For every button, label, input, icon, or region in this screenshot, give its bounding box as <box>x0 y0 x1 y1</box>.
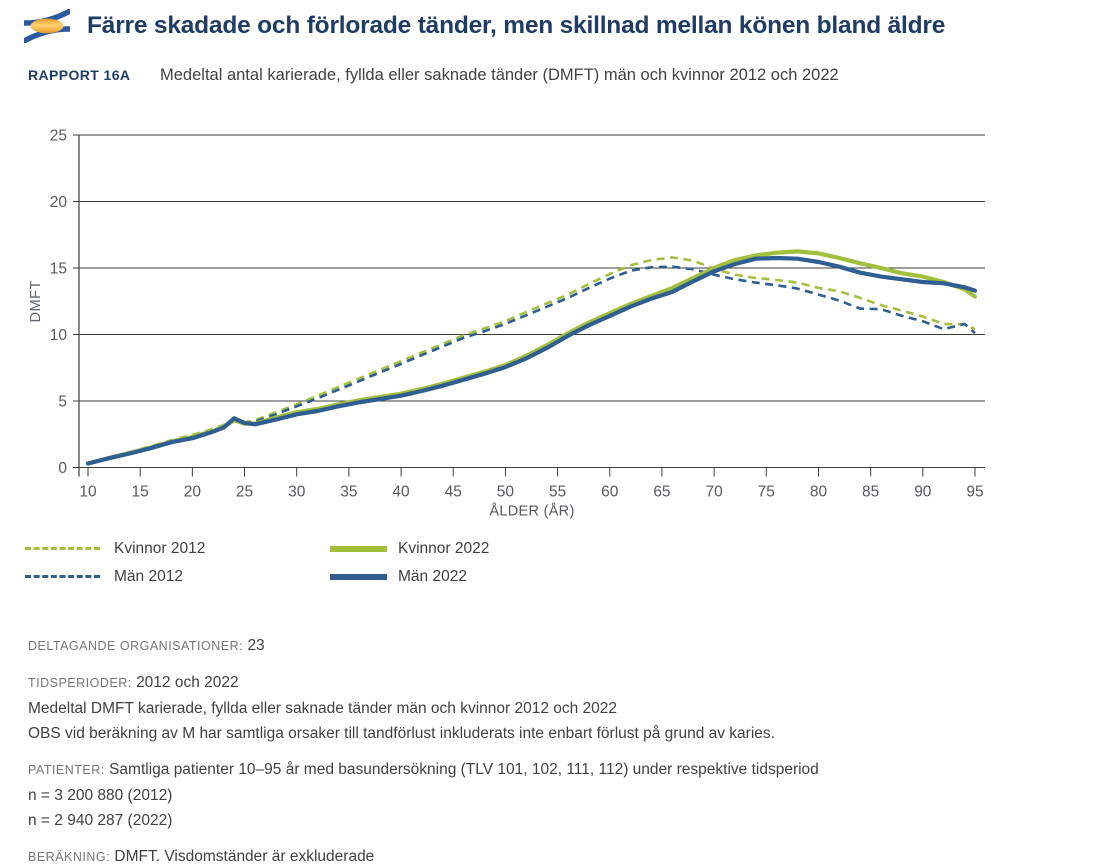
x-tick-label: 95 <box>966 484 983 501</box>
y-tick-label: 10 <box>50 327 68 344</box>
x-tick-label: 55 <box>549 484 566 501</box>
note-value: 2012 och 2022 <box>136 674 239 691</box>
legend-label: Kvinnor 2022 <box>398 539 490 557</box>
legend-label: Män 2022 <box>398 567 467 585</box>
series-line-man-2022 <box>85 255 978 466</box>
note-text: Medeltal DMFT karierade, fyllda eller sa… <box>28 700 618 717</box>
series-line-man-2012 <box>87 265 976 465</box>
x-tick-label: 75 <box>758 484 775 501</box>
note-organisations: DELTAGANDE ORGANISATIONER: 23 <box>28 633 1098 659</box>
y-tick-label: 20 <box>50 194 68 211</box>
x-tick-label: 40 <box>392 484 410 501</box>
x-tick-label: 90 <box>914 484 932 501</box>
y-tick-label: 15 <box>50 261 67 278</box>
x-tick-label: 50 <box>497 484 515 501</box>
note-patients: PATIENTER: Samtliga patienter 10–95 år m… <box>28 757 1098 833</box>
note-label: TIDSPERIODER: <box>28 676 132 690</box>
chart-area: 0 5 10 15 20 25 10 15 20 25 30 35 40 45 50 55 60 65 70 75 80… <box>0 116 1040 520</box>
x-tick-label: 15 <box>132 484 149 501</box>
y-tick-label: 0 <box>58 460 67 477</box>
x-axis-title: ÅLDER (ÅR) <box>489 503 574 520</box>
kvinnor-2022-solid-line-swatch <box>330 545 387 552</box>
legend-item-kvinnor-2012: Kvinnor 2012 <box>25 539 330 558</box>
footnotes: DELTAGANDE ORGANISATIONER: 23 TIDSPERIOD… <box>28 633 1098 867</box>
series-line-kvinnor-2012 <box>87 256 976 465</box>
x-tick-label: 35 <box>340 484 357 501</box>
note-value: DMFT. Visdomständer är exkluderade <box>114 848 375 865</box>
y-tick-label: 5 <box>58 394 67 411</box>
legend-label: Kvinnor 2012 <box>114 539 206 557</box>
note-text: OBS vid beräkning av M har samtliga orsa… <box>28 725 775 742</box>
note-label: PATIENTER: <box>28 763 105 777</box>
x-tick-label: 60 <box>601 484 619 501</box>
x-tick-label: 70 <box>705 484 723 501</box>
note-calculation: BERÄKNING: DMFT. Visdomständer är exklud… <box>28 844 1098 867</box>
legend-label: Män 2012 <box>114 567 183 585</box>
x-tick-label: 30 <box>288 484 306 501</box>
legend-item-man-2012: Män 2012 <box>25 567 330 586</box>
x-tick-label: 45 <box>445 484 462 501</box>
note-label: BERÄKNING: <box>28 850 111 864</box>
x-tick-label: 85 <box>862 484 879 501</box>
page-title: Färre skadade och förlorade tänder, men … <box>87 12 946 39</box>
y-tick-label: 25 <box>50 128 67 145</box>
man-2012-dashed-line-swatch <box>25 575 100 578</box>
x-tick-label: 10 <box>79 484 97 501</box>
note-value: 23 <box>247 637 265 654</box>
x-tick-label: 20 <box>184 484 202 501</box>
note-value: Samtliga patienter 10–95 år med basunder… <box>109 761 819 778</box>
page-header: Färre skadade och förlorade tänder, men … <box>24 9 945 43</box>
dmft-line-chart: 0 5 10 15 20 25 10 15 20 25 30 35 40 45 50 55 60 65 70 75 80… <box>28 128 985 520</box>
x-tick-label: 65 <box>653 484 670 501</box>
note-n-2022: n = 2 940 287 (2022) <box>28 812 173 829</box>
skapa-logo-icon <box>24 9 70 43</box>
note-n-2012: n = 3 200 880 (2012) <box>28 787 173 804</box>
y-axis-title: DMFT <box>28 280 44 322</box>
report-tag: RAPPORT 16A <box>28 67 131 83</box>
man-2022-solid-line-swatch <box>330 573 387 580</box>
note-label: DELTAGANDE ORGANISATIONER: <box>28 639 244 653</box>
x-tick-label: 80 <box>810 484 828 501</box>
report-subtitle: Medeltal antal karierade, fyllda eller s… <box>160 66 839 84</box>
report-header: RAPPORT 16A Medeltal antal karierade, fy… <box>28 66 839 85</box>
legend-item-man-2022: Män 2022 <box>330 567 670 586</box>
kvinnor-2012-dashed-line-swatch <box>25 547 100 550</box>
note-time-periods: TIDSPERIODER: 2012 och 2022 Medeltal DMF… <box>28 670 1098 746</box>
legend-item-kvinnor-2022: Kvinnor 2022 <box>330 539 670 558</box>
chart-legend: Kvinnor 2012 Kvinnor 2022 Män 2012 Män 2… <box>25 539 670 586</box>
x-tick-label: 25 <box>236 484 253 501</box>
